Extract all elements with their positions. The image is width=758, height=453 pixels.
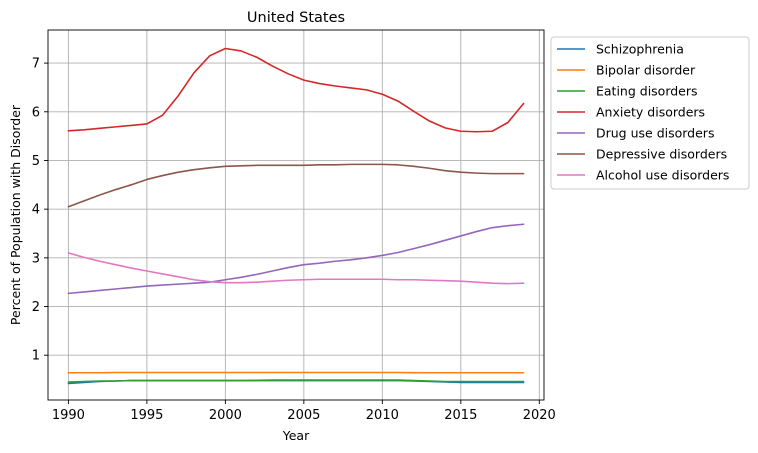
x-tick-label: 2015 — [444, 408, 477, 423]
series-line-alcohol-use-disorders — [67, 252, 525, 285]
y-axis-label: Percent of Population with Disorder — [8, 104, 23, 325]
legend-label-bipolar-disorder: Bipolar disorder — [596, 63, 696, 78]
y-tick-label: 3 — [32, 251, 40, 266]
y-tick-label: 7 — [32, 57, 40, 72]
x-tick-label: 2000 — [209, 408, 242, 423]
series-line-drug-use-disorders — [67, 223, 525, 295]
x-axis-label: Year — [282, 428, 310, 443]
series-line-eating-disorders — [67, 379, 525, 383]
series-group — [67, 47, 525, 385]
series-line-depressive-disorders — [67, 163, 525, 208]
x-axis: 1990 1995 2000 2005 2010 2015 2020 — [52, 400, 556, 423]
x-tick-label: 1990 — [52, 408, 85, 423]
legend-label-anxiety-disorders: Anxiety disorders — [596, 105, 705, 120]
x-tick-label: 2010 — [366, 408, 399, 423]
x-tick-label: 1995 — [130, 408, 163, 423]
y-tick-label: 1 — [32, 349, 40, 364]
legend-label-schizophrenia: Schizophrenia — [596, 42, 684, 57]
plot-frame — [47, 29, 545, 401]
y-tick-label: 5 — [32, 154, 40, 169]
y-axis: 1 2 3 4 5 6 7 — [32, 57, 48, 364]
legend: Schizophrenia Bipolar disorder Eating diso… — [550, 36, 750, 190]
x-tick-label: 2005 — [287, 408, 320, 423]
y-tick-label: 6 — [32, 105, 40, 120]
y-tick-label: 2 — [32, 300, 40, 315]
legend-label-alcohol-use-disorders: Alcohol use disorders — [596, 168, 729, 183]
legend-label-drug-use-disorders: Drug use disorders — [596, 126, 714, 141]
legend-label-eating-disorders: Eating disorders — [596, 84, 698, 99]
series-line-anxiety-disorders — [67, 47, 525, 133]
chart-title: United States — [247, 10, 345, 26]
x-tick-label: 2020 — [523, 408, 556, 423]
legend-frame — [550, 36, 750, 190]
legend-label-depressive-disorders: Depressive disorders — [596, 147, 727, 162]
grid — [48, 30, 544, 400]
y-tick-label: 4 — [32, 203, 40, 218]
